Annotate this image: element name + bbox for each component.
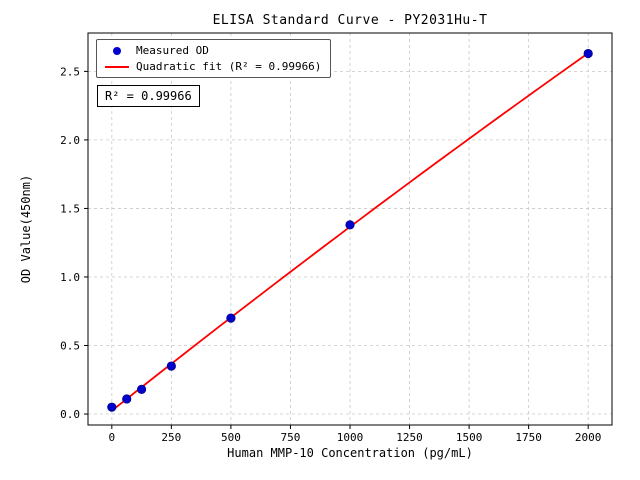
- x-tick-label: 750: [281, 431, 301, 444]
- grid-lines: [88, 33, 612, 425]
- r-squared-annotation: R² = 0.99966: [97, 85, 200, 107]
- legend: Measured OD Quadratic fit (R² = 0.99966): [96, 39, 332, 78]
- legend-swatch-fit: [104, 65, 130, 68]
- y-axis-label: OD Value(450nm): [19, 174, 33, 284]
- data-point-marker: [122, 394, 132, 404]
- y-tick-label: 0.5: [60, 340, 80, 353]
- y-tick-label: 2.0: [60, 134, 80, 147]
- x-tick-label: 1750: [515, 431, 542, 444]
- red-line-marker-icon: [105, 65, 129, 68]
- x-axis-label: Human MMP-10 Concentration (pg/mL): [227, 446, 473, 460]
- x-tick-label: 1000: [337, 431, 364, 444]
- data-point-marker: [226, 313, 236, 323]
- y-tick-label: 2.5: [60, 65, 80, 78]
- data-point-marker: [136, 384, 147, 394]
- legend-item-quadratic-fit: Quadratic fit (R² = 0.99966): [104, 60, 321, 73]
- y-tick-label: 0.0: [60, 408, 80, 421]
- y-ticks: 0.0 0.5 1.0 1.5 2.0 2.5: [60, 65, 88, 421]
- x-tick-label: 0: [109, 431, 116, 444]
- blue-dot-marker-icon: [113, 46, 121, 55]
- data-point-marker: [345, 220, 355, 230]
- data-point-marker: [583, 48, 593, 59]
- x-tick-label: 500: [221, 431, 241, 444]
- legend-swatch-measured: [104, 46, 130, 55]
- chart-title: ELISA Standard Curve - PY2031Hu-T: [212, 13, 488, 28]
- x-tick-label: 2000: [575, 431, 602, 444]
- legend-label-fit: Quadratic fit (R² = 0.99966): [136, 60, 322, 73]
- x-tick-label: 1500: [456, 431, 483, 444]
- y-tick-label: 1.5: [60, 202, 80, 215]
- data-point-marker: [107, 402, 117, 412]
- data-points: [107, 48, 593, 412]
- y-tick-label: 1.0: [60, 271, 80, 284]
- x-ticks: 0 250 500 750 1000 1250 1500 1750 2000: [109, 425, 602, 444]
- legend-label-measured: Measured OD: [136, 44, 209, 57]
- data-point-marker: [166, 361, 176, 371]
- x-tick-label: 1250: [396, 431, 423, 444]
- legend-item-measured-od: Measured OD: [104, 44, 321, 57]
- x-tick-label: 250: [161, 431, 181, 444]
